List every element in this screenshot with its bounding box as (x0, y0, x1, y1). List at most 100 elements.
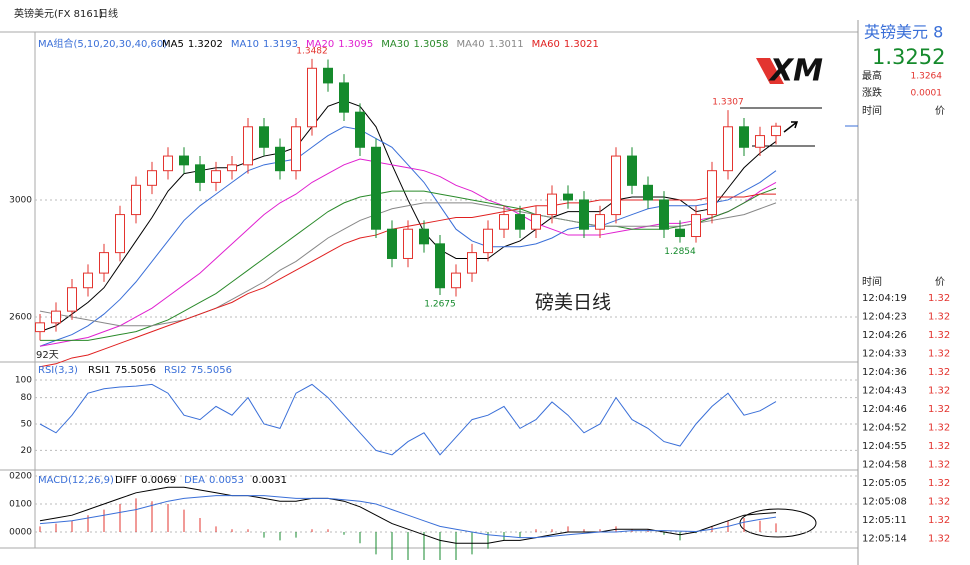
dea-line (39, 495, 777, 539)
candle-body (771, 125, 781, 137)
candle-body (531, 214, 541, 230)
candle-body (227, 164, 237, 172)
symbol-title: 英镑美元(FX 8161) (14, 7, 103, 20)
tick-price: 1.32 (928, 349, 950, 360)
time-header: 时间 (862, 104, 882, 117)
legend-value: 1.3011 (489, 39, 524, 50)
ma-line (40, 187, 777, 341)
candle-body (35, 322, 45, 333)
ma-line (39, 99, 777, 333)
days: 92天 (36, 350, 59, 361)
candle-body (355, 111, 365, 148)
tick-time: 12:05:08 (862, 497, 907, 508)
tick-time: 12:04:52 (862, 423, 907, 434)
candle-body (739, 126, 749, 148)
period[interactable]: 日线 (98, 7, 118, 20)
tick-price: 1.32 (928, 478, 950, 489)
candle-body (323, 67, 333, 84)
change-value: 0.0001 (911, 89, 943, 99)
candle-body (83, 272, 93, 289)
candle-body (515, 214, 525, 230)
price-header: 价 (935, 276, 945, 288)
price-annotation: 1.3307 (712, 98, 744, 108)
y-tick-label: 0000 (9, 528, 32, 538)
rsi-legend-name: RSI1 (88, 365, 111, 376)
rsi-legend-value: 75.5056 (115, 365, 156, 376)
y-tick-label: 100 (15, 376, 32, 386)
candle-body (195, 164, 205, 183)
candle-body (595, 214, 605, 230)
candle-body (243, 126, 253, 166)
tick-time: 12:05:14 (862, 534, 907, 545)
candle-body (179, 155, 189, 166)
high-value: 1.3264 (911, 72, 943, 82)
quote-title: 英镑美元 8 (864, 23, 943, 42)
legend-value: 1.3202 (188, 39, 223, 50)
candle-body (691, 214, 701, 238)
rsi-title: RSI(3,3) (38, 365, 78, 376)
candle-body (115, 214, 125, 254)
price-annotation: 1.2854 (664, 247, 696, 257)
tick-price: 1.32 (928, 312, 950, 323)
macd-legend-name: DIFF (115, 475, 137, 486)
candle-body (707, 170, 717, 216)
tick-time: 12:04:23 (862, 312, 907, 323)
price-annotation: 1.2675 (424, 300, 456, 310)
y-tick-label: 50 (21, 420, 33, 430)
candle-body (467, 252, 477, 274)
tick-price: 1.32 (928, 497, 950, 508)
candle-body (579, 199, 589, 230)
high-label: 最高 (862, 69, 882, 82)
ma-line (39, 126, 777, 347)
candle-body (275, 146, 285, 172)
candle-body (371, 146, 381, 230)
time-header: 时间 (862, 275, 882, 288)
macd-legend-name: DEA (184, 475, 205, 486)
tick-price: 1.32 (928, 460, 950, 471)
candle-body (483, 228, 493, 254)
tick-price: 1.32 (928, 404, 950, 415)
candle-body (51, 310, 61, 324)
tick-time: 12:04:46 (862, 404, 907, 415)
candle-body (291, 126, 301, 172)
tick-price: 1.32 (928, 441, 950, 452)
candle-body (435, 243, 445, 289)
candle-body (659, 199, 669, 230)
candle-body (627, 155, 637, 186)
tick-time: 12:05:05 (862, 478, 907, 489)
tick-time: 12:04:36 (862, 367, 907, 378)
legend-value: 1.3058 (413, 39, 448, 50)
macd-legend-value: 0.0031 (252, 475, 287, 486)
legend-name: MA30 (381, 39, 409, 50)
tick-price: 1.32 (928, 515, 950, 526)
macd-legend-value: 0.0069 (141, 475, 176, 486)
candle-body (131, 184, 141, 216)
candle-body (611, 155, 621, 216)
y-tick-label: 0200 (9, 472, 32, 482)
ma-title[interactable]: MA组合(5,10,20,30,40,60) (38, 37, 167, 50)
tick-price: 1.32 (928, 423, 950, 434)
candle-body (403, 228, 413, 259)
candle-body (387, 228, 397, 259)
candle-body (339, 82, 349, 113)
candle-body (211, 170, 221, 183)
tick-price: 1.32 (928, 386, 950, 397)
logo: XM (752, 52, 838, 90)
price-annotation: 1.3482 (296, 46, 328, 56)
logo-mark (756, 58, 784, 84)
tick-time: 12:04:19 (862, 293, 907, 304)
tick-price: 1.32 (928, 534, 950, 545)
rsi-line (39, 383, 777, 456)
tick-time: 12:04:33 (862, 349, 907, 360)
candle-body (259, 126, 269, 148)
legend-value: 1.3095 (338, 39, 373, 50)
arrow (783, 121, 799, 133)
rsi-legend-value: 75.5056 (191, 365, 232, 376)
candle-body (163, 155, 173, 172)
tick-time: 12:04:55 (862, 441, 907, 452)
y-tick-label: 0100 (9, 500, 32, 510)
y-tick-label: 2600 (9, 312, 32, 322)
ma-line (39, 158, 777, 347)
